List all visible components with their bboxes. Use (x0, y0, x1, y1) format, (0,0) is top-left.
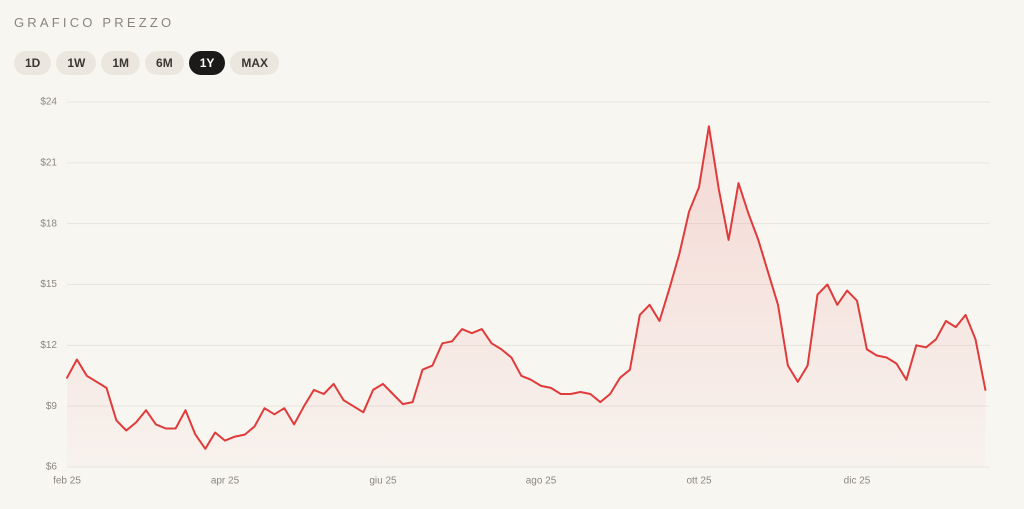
x-tick-label: ott 25 (686, 476, 711, 487)
x-tick-label: dic 25 (844, 476, 871, 487)
chart-title: GRAFICO PREZZO (14, 15, 175, 30)
x-tick-label: apr 25 (211, 476, 240, 487)
range-button[interactable]: MAX (230, 51, 280, 75)
range-button[interactable]: 1D (14, 51, 52, 75)
y-tick-label: $18 (40, 218, 57, 229)
y-tick-label: $12 (40, 340, 57, 351)
range-button[interactable]: 1M (101, 51, 141, 75)
range-button[interactable]: 1Y (188, 51, 226, 75)
y-tick-label: $21 (40, 157, 57, 168)
range-button[interactable]: 1W (56, 51, 97, 75)
y-tick-label: $6 (46, 462, 58, 473)
x-tick-label: ago 25 (526, 476, 557, 487)
y-tick-label: $9 (46, 401, 58, 412)
range-buttons: 1D 1W 1M 6M 1Y MAX (14, 51, 280, 75)
area (67, 126, 986, 468)
range-button[interactable]: 6M (145, 51, 184, 75)
x-tick-label: feb 25 (53, 476, 81, 487)
y-tick-label: $24 (40, 97, 57, 108)
y-tick-label: $15 (40, 279, 57, 290)
x-tick-label: giu 25 (369, 476, 397, 487)
price-line (66, 125, 987, 450)
